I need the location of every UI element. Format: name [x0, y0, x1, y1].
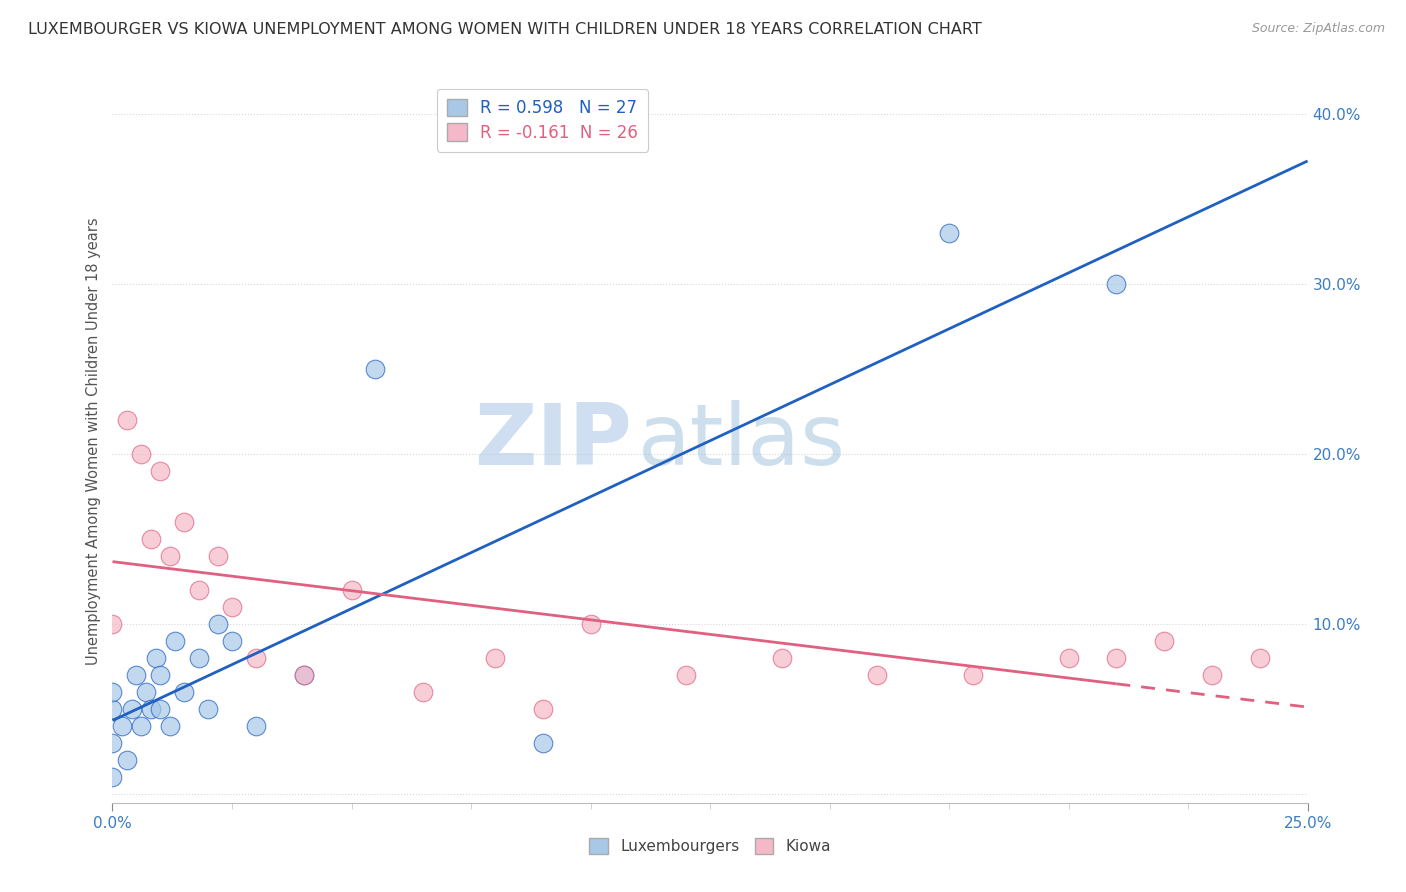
Point — [1153, 634, 1175, 648]
Text: ZIP: ZIP — [475, 400, 633, 483]
Point — [101, 770, 124, 784]
Point — [1105, 651, 1128, 665]
Point — [129, 447, 152, 461]
Point — [340, 583, 363, 598]
Point — [139, 533, 162, 547]
Point — [163, 634, 186, 648]
Point — [412, 685, 434, 699]
Point — [938, 227, 960, 241]
Point — [139, 702, 162, 716]
Point — [245, 719, 267, 733]
Point — [135, 685, 157, 699]
Point — [115, 753, 138, 767]
Point — [101, 685, 124, 699]
Point — [111, 719, 134, 733]
Point — [484, 651, 506, 665]
Point — [364, 362, 387, 376]
Point — [221, 634, 243, 648]
Point — [173, 685, 195, 699]
Point — [101, 617, 124, 632]
Point — [101, 736, 124, 750]
Point — [187, 583, 209, 598]
Point — [962, 668, 984, 682]
Point — [292, 668, 315, 682]
Point — [115, 413, 138, 427]
Point — [1249, 651, 1271, 665]
Point — [187, 651, 209, 665]
Legend: Luxembourgers, Kiowa: Luxembourgers, Kiowa — [583, 832, 837, 860]
Point — [125, 668, 148, 682]
Point — [675, 668, 697, 682]
Point — [579, 617, 602, 632]
Point — [531, 702, 554, 716]
Y-axis label: Unemployment Among Women with Children Under 18 years: Unemployment Among Women with Children U… — [86, 218, 101, 665]
Point — [121, 702, 143, 716]
Point — [1201, 668, 1223, 682]
Point — [207, 617, 229, 632]
Text: Source: ZipAtlas.com: Source: ZipAtlas.com — [1251, 22, 1385, 36]
Point — [531, 736, 554, 750]
Point — [207, 549, 229, 564]
Point — [1105, 277, 1128, 292]
Point — [149, 464, 172, 478]
Text: atlas: atlas — [638, 400, 846, 483]
Point — [197, 702, 219, 716]
Point — [149, 668, 172, 682]
Point — [292, 668, 315, 682]
Point — [245, 651, 267, 665]
Point — [770, 651, 793, 665]
Point — [159, 719, 181, 733]
Point — [221, 600, 243, 615]
Point — [1057, 651, 1080, 665]
Point — [101, 702, 124, 716]
Point — [866, 668, 889, 682]
Point — [173, 516, 195, 530]
Point — [159, 549, 181, 564]
Point — [149, 702, 172, 716]
Text: LUXEMBOURGER VS KIOWA UNEMPLOYMENT AMONG WOMEN WITH CHILDREN UNDER 18 YEARS CORR: LUXEMBOURGER VS KIOWA UNEMPLOYMENT AMONG… — [28, 22, 981, 37]
Point — [129, 719, 152, 733]
Point — [145, 651, 167, 665]
